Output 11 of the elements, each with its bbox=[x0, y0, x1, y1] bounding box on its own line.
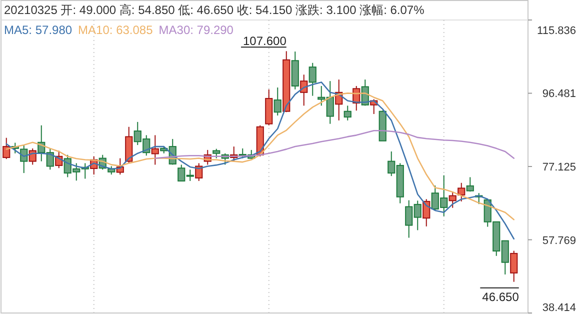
y-tick-label: 57.769 bbox=[542, 234, 576, 247]
text: 20210325 开: 49.000 高: 54.850 低: 46.650 收: 54.150 涨跌: 3.100 涨幅: 6.07% bbox=[4, 3, 425, 17]
y-tick-label: 77.125 bbox=[542, 162, 576, 174]
annotation: 107.600 bbox=[242, 34, 287, 48]
text: MA30: 79.290 bbox=[158, 23, 234, 37]
annotation: 46.650 bbox=[482, 290, 520, 304]
y-tick-label: 96.481 bbox=[542, 88, 576, 100]
text: MA10: 63.085 bbox=[78, 23, 154, 37]
y-tick-label: 115.836 bbox=[537, 25, 576, 37]
y-tick-label: 38.414 bbox=[542, 302, 576, 314]
text: MA5: 57.980 bbox=[4, 23, 72, 37]
